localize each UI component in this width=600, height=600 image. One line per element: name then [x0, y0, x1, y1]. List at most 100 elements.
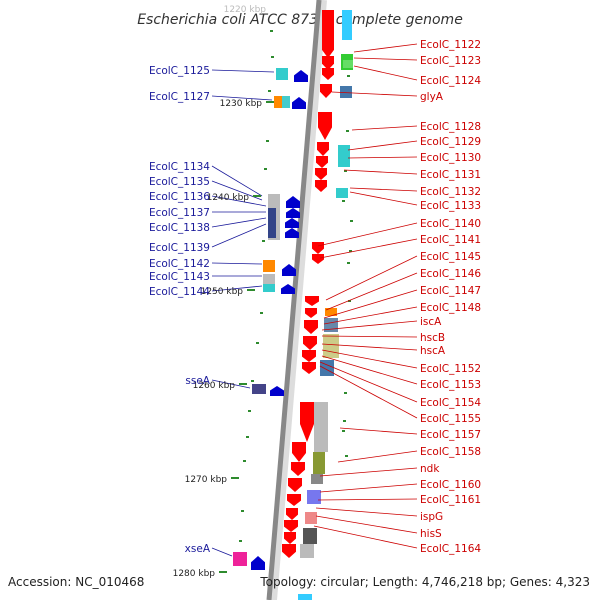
gene-label-right: EcolC_1123	[420, 55, 481, 67]
gc-mark	[342, 200, 345, 202]
gene-label-right: EcolC_1147	[420, 285, 481, 297]
gene-label-right: EcolC_1146	[420, 268, 481, 280]
gc-mark	[256, 342, 259, 344]
gc-mark	[344, 392, 347, 394]
leader-line-right	[339, 427, 418, 435]
gc-mark	[347, 262, 350, 264]
gc-mark	[350, 220, 353, 222]
gene-label-right: EcolC_1161	[420, 494, 481, 506]
gene-label-right: EcolC_1133	[420, 200, 481, 212]
gene-label-left: EcolC_1136	[149, 191, 210, 203]
feature-color-track	[233, 10, 353, 600]
forward-gene-arrow	[282, 544, 296, 558]
forward-gene-arrow	[284, 520, 298, 532]
forward-gene-arrow	[322, 56, 334, 70]
gene-label-left: sseA	[185, 375, 210, 387]
gene-label-left: EcolC_1144	[149, 286, 210, 298]
leader-line-right	[353, 43, 418, 53]
leader-line-right	[353, 65, 418, 81]
gc-mark	[264, 168, 267, 170]
gene-label-left: EcolC_1134	[149, 161, 210, 173]
genome-title: Escherichia coli ATCC 8739, complete gen…	[137, 12, 463, 28]
feature-bar	[303, 528, 317, 544]
backbone-line	[266, 0, 322, 600]
gene-label-right: EcolC_1155	[420, 413, 481, 425]
leader-line-right	[319, 361, 418, 403]
gc-mark	[268, 90, 271, 92]
feature-bar	[336, 188, 348, 198]
leader-line-left	[211, 262, 263, 265]
gene-label-right: EcolC_1145	[420, 251, 481, 263]
leader-line-right	[349, 187, 418, 192]
reverse-gene-arrow	[270, 386, 284, 396]
forward-gene-arrow	[318, 112, 332, 140]
feature-bar	[263, 260, 275, 272]
forward-gene-arrow	[322, 10, 334, 40]
leader-line-right	[321, 355, 418, 385]
gene-label-right: EcolC_1140	[420, 218, 481, 230]
gc-mark	[271, 56, 274, 58]
genome-backbone	[266, 0, 327, 600]
leader-line-left	[211, 69, 275, 73]
feature-bar	[320, 360, 334, 376]
feature-bar	[268, 208, 276, 238]
leader-line-right	[331, 91, 418, 97]
kbp-tick-label: 1260 kbp	[193, 381, 236, 391]
forward-gene-arrow	[322, 40, 334, 58]
leader-line-right	[313, 525, 418, 549]
gene-label-left: EcolC_1139	[149, 242, 210, 254]
feature-bar	[325, 308, 337, 316]
gene-label-right: EcolC_1130	[420, 152, 481, 164]
forward-gene-arrow	[303, 336, 317, 350]
gc-mark	[345, 455, 348, 457]
gene-label-right: EcolC_1132	[420, 186, 481, 198]
kbp-tick-label: 1240 kbp	[207, 193, 250, 203]
forward-gene-arrow	[288, 478, 302, 492]
gene-label-right: EcolC_1141	[420, 234, 481, 246]
gene-label-left: EcolC_1127	[149, 91, 210, 103]
feature-bar	[298, 594, 312, 600]
gc-mark	[266, 140, 269, 142]
leader-line-right	[319, 365, 418, 419]
leader-line-left	[211, 195, 267, 207]
leader-line-right	[319, 467, 418, 477]
gene-label-left: EcolC_1137	[149, 207, 210, 219]
feature-bar	[343, 60, 353, 68]
gene-label-right: ndk	[420, 463, 440, 475]
feature-bar	[300, 544, 314, 558]
gene-label-right: EcolC_1128	[420, 121, 481, 133]
leader-line-left	[211, 217, 267, 228]
gene-label-right: hscA	[420, 345, 446, 357]
leader-line-right	[321, 320, 418, 331]
forward-gene-labels: EcolC_1122 EcolC_1123 EcolC_1124 glyA EcolC_…	[420, 39, 481, 555]
gene-label-left: EcolC_1135	[149, 176, 210, 188]
gc-mark	[343, 420, 346, 422]
leader-line-right	[353, 57, 418, 61]
forward-gene-arrow	[284, 532, 296, 544]
kbp-tick-label: 1230 kbp	[220, 99, 263, 109]
leader-line-left	[211, 379, 251, 389]
leader-line-right	[325, 255, 418, 301]
accession-text: Accession: NC_010468	[8, 575, 144, 589]
gene-label-right: glyA	[420, 91, 444, 103]
leader-line-right	[325, 272, 418, 311]
leader-line-right	[317, 498, 418, 501]
kbp-ruler: 1230 kbp 1240 kbp 1250 kbp 1260 kbp 1270 kbp…	[173, 5, 274, 579]
leader-line-right	[319, 238, 418, 259]
gc-mark	[346, 130, 349, 132]
gc-mark	[241, 510, 244, 512]
feature-bar	[340, 86, 352, 98]
leader-line-left	[211, 95, 273, 101]
forward-gene-arrow	[304, 320, 318, 334]
forward-gene-arrow	[302, 362, 316, 374]
feature-bar	[274, 96, 282, 108]
gc-mark	[348, 300, 351, 302]
feature-bar	[314, 402, 328, 452]
gene-label-left: EcolC_1138	[149, 222, 210, 234]
leader-line-right	[343, 169, 418, 175]
gene-label-right: iscA	[420, 316, 442, 328]
gene-label-right: hisS	[420, 528, 442, 540]
gc-skew-track	[239, 30, 353, 542]
gene-label-right: EcolC_1160	[420, 479, 481, 491]
gene-label-left: EcolC_1143	[149, 271, 210, 283]
